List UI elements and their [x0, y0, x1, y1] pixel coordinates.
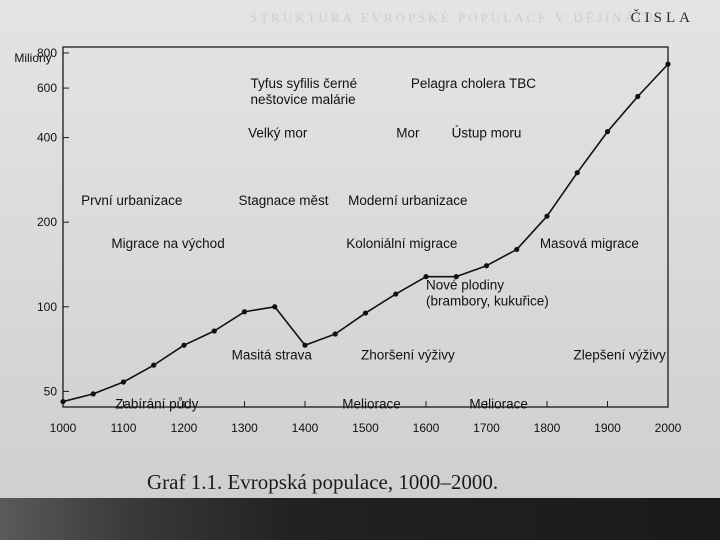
annotation-label: Zhoršení výživy: [361, 347, 455, 362]
annotation-label: Stagnace měst: [238, 193, 328, 208]
annotation-label: Koloniální migrace: [346, 236, 457, 251]
data-point: [302, 342, 308, 348]
annotation-line: Zabírání půdy: [115, 396, 199, 411]
book-page: STRUKTURA EVROPSKÉ POPULACE V DĚJINÁCH Č…: [0, 0, 720, 500]
annotation-label: Nové plodiny (brambory, kukuřice): [426, 278, 549, 309]
annotation-label: Tyfus syfilis černé neštovice malárie: [251, 76, 358, 107]
annotation-line: Koloniální migrace: [346, 236, 457, 251]
annotation-line: Zlepšení výživy: [573, 347, 666, 362]
annotation-line: Zhoršení výživy: [361, 347, 455, 362]
x-tick-label: 1900: [594, 421, 621, 435]
y-tick-label: 400: [37, 131, 57, 145]
data-point: [241, 309, 248, 315]
running-head: ČISLA: [630, 10, 694, 26]
annotation-label: Ústup moru: [452, 126, 522, 141]
annotation-label: Masová migrace: [540, 236, 639, 251]
y-tick-label: 200: [37, 215, 57, 229]
y-tick-label: 50: [44, 384, 58, 398]
dark-background-edge: [0, 498, 720, 540]
annotation-label: První urbanizace: [81, 193, 182, 208]
annotation-line: Velký mor: [248, 126, 308, 141]
data-point: [151, 362, 157, 368]
annotation-label: Pelagra cholera TBC: [411, 76, 536, 91]
annotation-line: Masová migrace: [540, 236, 639, 251]
annotation-line: Tyfus syfilis černé: [251, 76, 358, 91]
y-tick-label: 600: [37, 81, 57, 95]
x-tick-label: 2000: [655, 421, 682, 435]
annotation-line: (brambory, kukuřice): [426, 294, 549, 309]
annotation-line: První urbanizace: [81, 193, 182, 208]
ticks-group: 50 100 200 400 600 800 1000 1100 1200 1300 1400 150…: [37, 46, 682, 435]
annotation-label: Meliorace: [342, 396, 401, 411]
population-chart: Miliony 50 100 200 400 600 800 1000 1100 1200 130…: [14, 46, 682, 435]
x-tick-label: 1400: [292, 421, 319, 435]
series-group: [60, 61, 671, 405]
annotation-line: neštovice malárie: [251, 92, 356, 107]
x-tick-label: 1600: [413, 421, 440, 435]
annotation-line: Ústup moru: [452, 126, 522, 141]
x-tick-label: 1700: [473, 421, 500, 435]
data-point: [90, 391, 96, 397]
data-point: [362, 310, 369, 316]
data-point: [483, 263, 490, 269]
data-point: [453, 274, 459, 280]
annotation-line: Masitá strava: [232, 347, 313, 362]
annotation-label: Velký mor: [248, 126, 308, 141]
data-point: [393, 291, 399, 297]
annotations-group: Tyfus syfilis černé neštovice malárie Pela…: [81, 76, 666, 411]
annotation-line: Pelagra cholera TBC: [411, 76, 536, 91]
y-tick-label: 100: [37, 300, 57, 314]
data-point: [514, 246, 520, 253]
data-point: [574, 170, 580, 176]
data-point: [211, 328, 217, 334]
y-tick-label: 800: [37, 46, 57, 60]
annotation-line: Meliorace: [342, 396, 401, 411]
x-tick-label: 1000: [50, 421, 77, 435]
data-point: [665, 61, 671, 67]
annotation-label: Migrace na východ: [111, 236, 224, 251]
annotation-line: Stagnace měst: [238, 193, 328, 208]
annotation-label: Zlepšení výživy: [573, 347, 666, 362]
annotation-label: Masitá strava: [232, 347, 313, 362]
annotation-line: Mor: [396, 126, 420, 141]
annotation-label: Mor: [396, 126, 420, 141]
annotation-line: Migrace na východ: [111, 236, 224, 251]
annotation-line: Meliorace: [469, 396, 528, 411]
x-tick-label: 1100: [111, 421, 137, 435]
x-tick-label: 1800: [534, 421, 561, 435]
data-point: [544, 213, 550, 219]
data-point: [181, 342, 187, 348]
data-point: [635, 93, 641, 100]
data-point: [60, 398, 66, 405]
data-point: [120, 379, 127, 385]
data-point: [272, 304, 278, 310]
annotation-label: Meliorace: [469, 396, 528, 411]
figure-caption: Graf 1.1. Evropská populace, 1000–2000.: [147, 470, 499, 494]
x-tick-label: 1300: [231, 421, 258, 435]
y-axis-label: Miliony: [14, 51, 51, 65]
data-point: [604, 129, 611, 135]
annotation-line: Moderní urbanizace: [348, 193, 467, 208]
annotation-label: Zabírání půdy: [115, 396, 199, 411]
x-tick-label: 1500: [352, 421, 379, 435]
data-point: [423, 274, 429, 280]
annotation-label: Moderní urbanizace: [348, 193, 467, 208]
bleed-through-text: STRUKTURA EVROPSKÉ POPULACE V DĚJINÁCH: [250, 10, 662, 25]
annotation-line: Nové plodiny: [426, 278, 504, 293]
data-point: [332, 331, 338, 337]
x-tick-label: 1200: [171, 421, 198, 435]
